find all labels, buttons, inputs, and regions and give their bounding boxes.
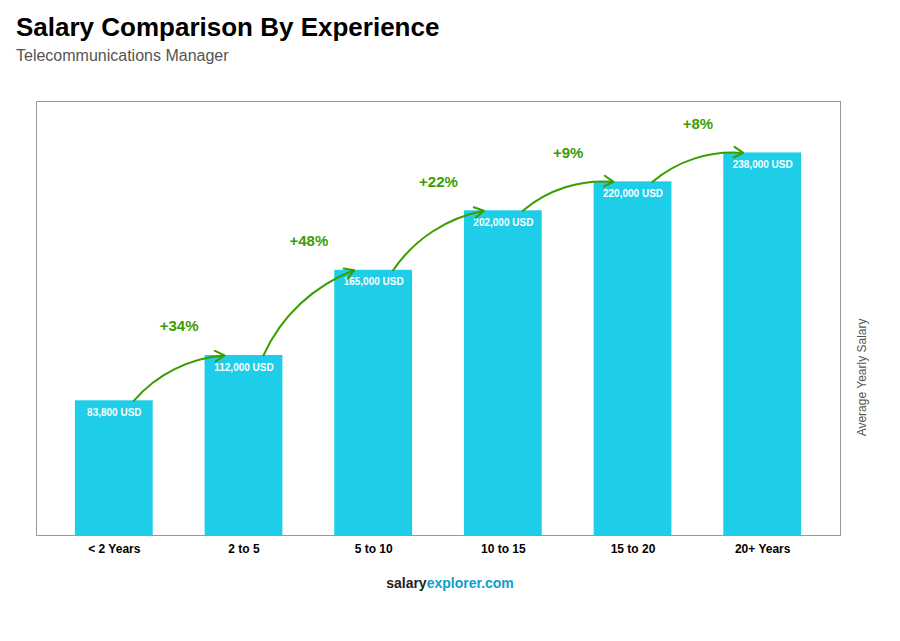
svg-text:+8%: +8% — [683, 115, 713, 132]
html-text:Telecommunications Manager: Telecommunications Manager — [16, 47, 229, 64]
svg-text:Average Yearly Salary: Average Yearly Salary — [855, 319, 869, 437]
svg-text:+22%: +22% — [419, 173, 458, 190]
svg-text:< 2 Years: < 2 Years — [88, 542, 140, 556]
svg-text:+9%: +9% — [553, 144, 583, 161]
svg-text:5 to 10: 5 to 10 — [355, 542, 393, 556]
svg-text:15 to 20: 15 to 20 — [611, 542, 656, 556]
svg-text:165,000 USD: 165,000 USD — [344, 276, 404, 287]
svg-text:238,000 USD: 238,000 USD — [733, 159, 793, 170]
html-text:salary explorer.com: salary explorer.com — [386, 575, 514, 591]
svg-text:112,000 USD: 112,000 USD — [214, 362, 274, 373]
svg-text:2 to 5: 2 to 5 — [228, 542, 260, 556]
svg-text:+48%: +48% — [289, 232, 328, 249]
svg-text:20+ Years: 20+ Years — [735, 542, 791, 556]
svg-text:220,000 USD: 220,000 USD — [603, 188, 663, 199]
html-text:Salary Comparison By Experienc: Salary Comparison By Experience — [16, 12, 440, 42]
svg-text:202,000 USD: 202,000 USD — [473, 217, 533, 228]
svg-text:10 to 15: 10 to 15 — [481, 542, 526, 556]
svg-text:83,800 USD: 83,800 USD — [87, 407, 141, 418]
svg-text:+34%: +34% — [160, 317, 199, 334]
